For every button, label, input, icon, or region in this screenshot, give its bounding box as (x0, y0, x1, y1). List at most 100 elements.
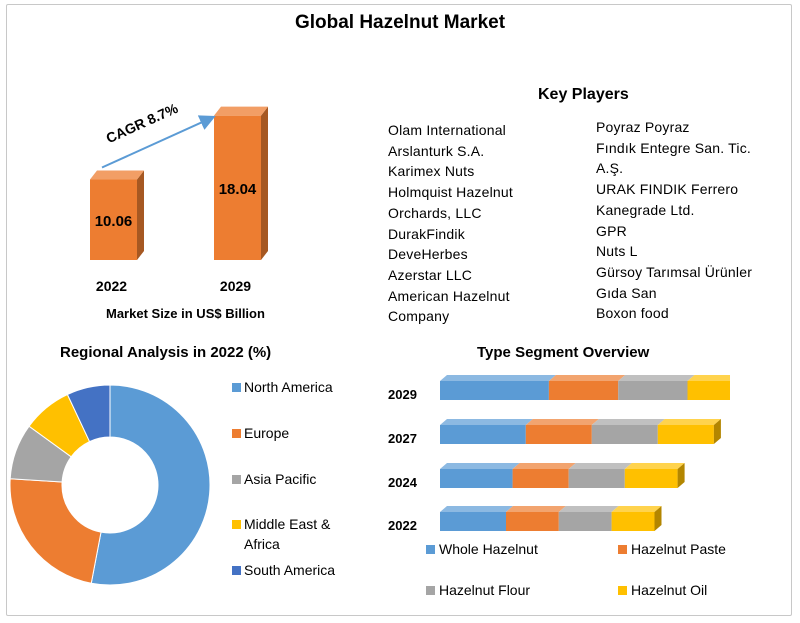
legend-swatch (426, 586, 435, 595)
bar-segment-top (512, 463, 576, 469)
key-player-item: Azerstar LLC (388, 266, 473, 283)
bar-segment (506, 512, 559, 531)
cagr-arrow (101, 115, 216, 169)
bar-end-cap (677, 463, 685, 488)
key-player-item: Gürsoy Tarımsal Ürünler (596, 263, 753, 280)
bar-segment-top (548, 375, 626, 381)
regional-analysis-title: Regional Analysis in 2022 (%) (60, 344, 272, 361)
legend-swatch (618, 545, 627, 554)
legend-label: Hazelnut Paste (631, 541, 726, 557)
bar-segment-top (440, 419, 533, 425)
type-year-label: 2027 (388, 431, 417, 446)
donut-slice-north-america (90, 384, 211, 586)
market-bar-2029 (214, 106, 268, 261)
bar-segment-top (440, 463, 520, 469)
key-player-item: A.Ş. (596, 160, 624, 177)
legend-swatch (232, 429, 241, 438)
key-player-item: Holmquist Hazelnut (388, 184, 513, 201)
key-player-item: DurakFindik (388, 225, 465, 242)
bar-segment-top (525, 419, 599, 425)
bar-segment (440, 512, 506, 531)
key-player-item: Boxon food (596, 305, 669, 322)
key-players-list-right: Poyraz Poyraz Fındık Entegre San. Tic. A.Ş… (596, 117, 752, 324)
legend-label: Hazelnut Oil (631, 582, 708, 598)
bar-segment-top (440, 375, 556, 381)
key-player-item: Arslanturk S.A. (388, 142, 485, 159)
legend-label: Whole Hazelnut (439, 541, 538, 557)
market-value-label: 10.06 (95, 213, 133, 230)
bar-segment (618, 381, 688, 400)
key-player-item: Gıda San (596, 284, 657, 301)
legend-swatch (232, 566, 241, 575)
bar-segment-top (440, 506, 513, 512)
key-player-item: Company (388, 308, 450, 325)
bar-segment-top (591, 419, 665, 425)
key-player-item: American Hazelnut (388, 287, 510, 304)
type-segment-title: Type Segment Overview (477, 344, 650, 361)
bar-segment-top (618, 375, 695, 381)
legend-label: North America (244, 379, 333, 395)
type-segment-chart (440, 375, 730, 531)
type-bar-2022 (440, 506, 662, 531)
bar-segment (657, 425, 714, 444)
legend-label: South America (244, 562, 336, 578)
type-bar-2029 (440, 375, 730, 400)
bar-segment (558, 512, 612, 531)
bar-segment-top (558, 506, 619, 512)
bar-segment-top (568, 463, 632, 469)
bar-segment-top (624, 463, 685, 469)
bar-segment-top (657, 419, 721, 425)
bar-end-cap (713, 419, 721, 444)
bar-segment-top (687, 375, 730, 381)
legend-label: Asia Pacific (244, 471, 317, 487)
bar-segment (568, 469, 625, 488)
bar-segment (624, 469, 678, 488)
bar-segment (548, 381, 619, 400)
market-size-caption: Market Size in US$ Billion (106, 306, 265, 321)
key-player-item: Karimex Nuts (388, 163, 475, 180)
legend-swatch (232, 520, 241, 529)
bar-segment (440, 425, 526, 444)
market-value-label: 18.04 (219, 181, 257, 198)
legend-label: Europe (244, 425, 290, 441)
bar-end-cap (654, 506, 662, 531)
bar-segment (525, 425, 592, 444)
donut-slice-europe (9, 478, 102, 584)
key-player-item: URAK FINDIK Ferrero (596, 181, 739, 198)
bar-segment-top (506, 506, 566, 512)
bar-segment (440, 381, 549, 400)
bar-segment (611, 512, 655, 531)
legend-label: Middle East & Africa (244, 516, 331, 552)
type-bar-2027 (440, 419, 721, 444)
key-player-item: Olam International (388, 122, 506, 138)
regional-donut-chart (9, 384, 211, 586)
market-year-label: 2022 (96, 278, 127, 294)
type-year-label: 2024 (388, 475, 417, 490)
legend-swatch (232, 383, 241, 392)
key-player-item: Orchards, LLC (388, 204, 482, 221)
bar-segment (687, 381, 730, 400)
bar-segment-top (611, 506, 662, 512)
bar-segment (512, 469, 569, 488)
page-title: Global Hazelnut Market (294, 12, 506, 33)
donut-slice-south-america (66, 384, 111, 443)
market-size-chart: 10.06 2022 18.04 2029 CAGR 8.7% (90, 100, 268, 294)
infographic-frame (6, 4, 792, 616)
key-player-item: DeveHerbes (388, 246, 468, 263)
cagr-label: CAGR 8.7% (104, 100, 181, 147)
key-player-item: Poyraz Poyraz (596, 119, 690, 135)
key-players-title: Key Players (538, 86, 629, 103)
type-year-label: 2029 (388, 387, 417, 402)
legend-label: Hazelnut Flour (439, 582, 531, 598)
key-player-item: Fındık Entegre San. Tic. (596, 139, 751, 156)
type-year-label: 2022 (388, 518, 417, 533)
legend-swatch (426, 545, 435, 554)
key-player-item: GPR (596, 222, 627, 239)
legend-swatch (232, 475, 241, 484)
type-bar-2024 (440, 463, 685, 488)
key-player-item: Nuts L (596, 243, 638, 260)
bar-segment (591, 425, 658, 444)
bar-segment (440, 469, 513, 488)
key-players-list-left: Olam International Arslanturk S.A. Karimex… (388, 120, 513, 327)
key-player-item: Kanegrade Ltd. (596, 201, 695, 218)
